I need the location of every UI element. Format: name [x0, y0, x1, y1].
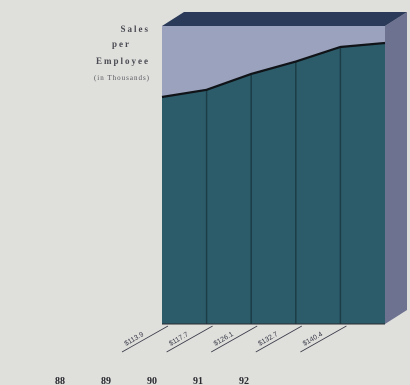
year-label-group: 88 89 90 91 92 — [55, 376, 249, 385]
chart-title: Sales per Employee (in Thousands) — [94, 24, 150, 82]
bar-group — [161, 41, 386, 325]
bar — [251, 61, 296, 325]
year-label: 88 — [55, 376, 65, 385]
bar — [295, 47, 341, 324]
value-label-rule — [121, 325, 169, 353]
year-label: 91 — [193, 376, 203, 385]
value-label-rule — [166, 325, 213, 353]
value-label-rule — [211, 325, 258, 353]
title-line-3: Employee — [96, 56, 150, 66]
year-label: 90 — [147, 376, 157, 385]
title-line-1: Sales — [120, 24, 150, 34]
year-label: 89 — [101, 376, 111, 385]
chart-side-face — [385, 12, 407, 324]
bar-top-line — [161, 41, 386, 99]
chart-top-face — [162, 12, 407, 26]
year-label: 92 — [239, 376, 249, 385]
value-label-rule — [300, 325, 347, 353]
title-line-2: per — [112, 39, 131, 49]
value-label-rule — [255, 325, 302, 353]
chart-subtitle: (in Thousands) — [94, 74, 150, 82]
bar — [206, 73, 252, 324]
bar — [162, 89, 207, 324]
bar — [340, 43, 385, 324]
